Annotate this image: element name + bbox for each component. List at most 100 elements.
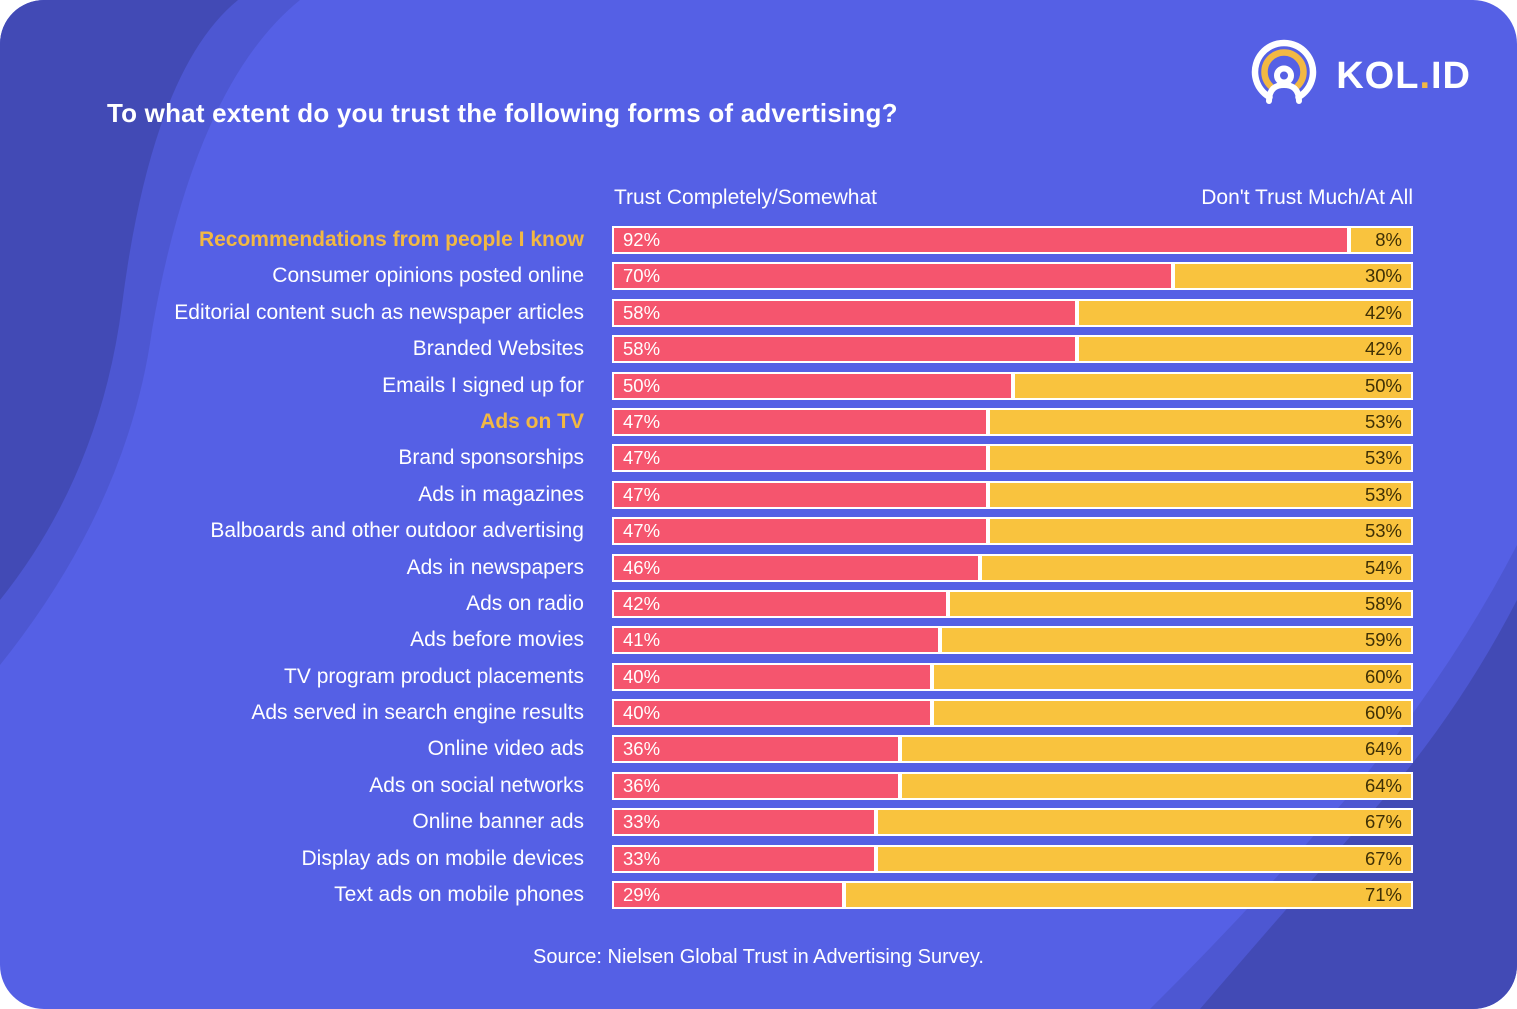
- chart-row: Recommendations from people I know 92% 8%: [0, 226, 1413, 254]
- trust-value-label: 36%: [623, 774, 661, 796]
- trust-value-label: 40%: [623, 665, 661, 687]
- trust-value-label: 46%: [623, 556, 661, 578]
- distrust-value-label: 64%: [1364, 774, 1402, 796]
- broadcast-person-icon: [1251, 39, 1317, 104]
- distrust-value-label: 53%: [1364, 483, 1402, 505]
- trust-bar-segment: 29%: [612, 881, 845, 910]
- chart-row: Ads in magazines 47% 53%: [0, 480, 1413, 509]
- distrust-bar-segment: 53%: [988, 517, 1413, 546]
- brand-secondary: ID: [1431, 54, 1471, 97]
- trust-value-label: 50%: [623, 374, 661, 396]
- distrust-value-label: 71%: [1364, 884, 1402, 906]
- distrust-value-label: 67%: [1364, 847, 1402, 869]
- brand-primary: KOL: [1336, 54, 1420, 97]
- trust-value-label: 33%: [623, 811, 661, 833]
- trust-column-header: Trust Completely/Somewhat: [614, 186, 877, 209]
- chart-row: Brand sponsorships 47% 53%: [0, 444, 1413, 473]
- distrust-bar-segment: 50%: [1012, 371, 1413, 400]
- distrust-bar-segment: 30%: [1172, 262, 1413, 291]
- trust-bar-segment: 40%: [612, 699, 933, 728]
- distrust-value-label: 58%: [1364, 592, 1402, 614]
- distrust-column-header: Don't Trust Much/At All: [1201, 186, 1413, 209]
- trust-bar-segment: 47%: [612, 407, 989, 436]
- distrust-value-label: 50%: [1364, 374, 1402, 396]
- distrust-value-label: 54%: [1364, 556, 1402, 578]
- row-category-label: Online video ads: [427, 737, 584, 761]
- trust-value-label: 58%: [623, 338, 661, 360]
- distrust-bar-segment: 71%: [844, 881, 1413, 910]
- chart-row: Display ads on mobile devices 33% 67%: [0, 844, 1413, 873]
- stacked-bar: 33% 67%: [612, 844, 1413, 873]
- row-category-label: Branded Websites: [412, 337, 584, 361]
- stacked-bar: 40% 60%: [612, 662, 1413, 691]
- row-category-label: Recommendations from people I know: [198, 228, 584, 251]
- distrust-bar-segment: 64%: [900, 771, 1413, 800]
- stacked-bar: 58% 42%: [612, 335, 1413, 364]
- chart-row: Ads on TV 47% 53%: [0, 407, 1413, 436]
- trust-bar-segment: 70%: [612, 262, 1173, 291]
- stacked-bar: 58% 42%: [612, 298, 1413, 327]
- distrust-bar-segment: 42%: [1076, 335, 1413, 364]
- row-category-label: Ads served in search engine results: [251, 701, 584, 725]
- stacked-bar: 40% 60%: [612, 699, 1413, 728]
- chart-row: Balboards and other outdoor advertising 4…: [0, 517, 1413, 546]
- row-category-label: Text ads on mobile phones: [334, 883, 584, 907]
- stacked-bar: 47% 53%: [612, 444, 1413, 473]
- trust-bar-segment: 36%: [612, 771, 901, 800]
- column-headers: Trust Completely/Somewhat Don't Trust Mu…: [0, 186, 1517, 212]
- stacked-bar: 47% 53%: [612, 407, 1413, 436]
- chart-row: Ads served in search engine results 40% 60…: [0, 699, 1413, 728]
- trust-bar-segment: 40%: [612, 662, 933, 691]
- distrust-value-label: 42%: [1364, 338, 1402, 360]
- row-category-label: Ads before movies: [410, 628, 584, 652]
- distrust-bar-segment: 54%: [980, 553, 1413, 582]
- distrust-bar-segment: 64%: [900, 735, 1413, 764]
- stacked-bar: 29% 71%: [612, 881, 1413, 910]
- distrust-bar-segment: 42%: [1076, 298, 1413, 327]
- trust-value-label: 41%: [623, 629, 661, 651]
- chart-row: Editorial content such as newspaper arti…: [0, 298, 1413, 327]
- row-category-label: Ads on radio: [466, 591, 584, 615]
- bottom-right-diagonal-shape: [1200, 600, 1517, 1009]
- brand-dot: .: [1419, 54, 1431, 97]
- trust-value-label: 70%: [623, 265, 661, 287]
- distrust-bar-segment: 60%: [932, 699, 1413, 728]
- stacked-bar: 92% 8%: [612, 226, 1413, 254]
- row-category-label: Brand sponsorships: [398, 446, 584, 470]
- distrust-value-label: 59%: [1364, 629, 1402, 651]
- stacked-bar: 41% 59%: [612, 626, 1413, 655]
- trust-bar-segment: 92%: [612, 226, 1349, 254]
- distrust-bar-segment: 53%: [988, 444, 1413, 473]
- chart-title: To what extent do you trust the followin…: [107, 98, 898, 128]
- trust-bar-segment: 50%: [612, 371, 1013, 400]
- source-note: Source: Nielsen Global Trust in Advertis…: [533, 946, 984, 968]
- distrust-bar-segment: 8%: [1348, 226, 1413, 254]
- distrust-bar-segment: 67%: [876, 808, 1413, 837]
- brand-logo: KOL.ID: [1246, 38, 1471, 114]
- row-category-label: Display ads on mobile devices: [301, 846, 584, 870]
- distrust-bar-segment: 58%: [948, 589, 1413, 618]
- distrust-bar-segment: 67%: [876, 844, 1413, 873]
- row-category-label: Consumer opinions posted online: [272, 264, 584, 288]
- chart-row: TV program product placements 40% 60%: [0, 662, 1413, 691]
- distrust-value-label: 42%: [1364, 301, 1402, 323]
- distrust-value-label: 60%: [1364, 665, 1402, 687]
- distrust-value-label: 53%: [1364, 410, 1402, 432]
- trust-bar-segment: 47%: [612, 444, 989, 473]
- trust-bar-segment: 47%: [612, 480, 989, 509]
- trust-value-label: 42%: [623, 592, 661, 614]
- stacked-bar: 47% 53%: [612, 480, 1413, 509]
- chart-row: Consumer opinions posted online 70% 30%: [0, 262, 1413, 291]
- stacked-bar: 50% 50%: [612, 371, 1413, 400]
- distrust-value-label: 60%: [1364, 702, 1402, 724]
- trust-bar-segment: 41%: [612, 626, 941, 655]
- trust-value-label: 36%: [623, 738, 661, 760]
- trust-value-label: 33%: [623, 847, 661, 869]
- row-category-label: Ads in newspapers: [406, 555, 584, 579]
- row-category-label: Ads in magazines: [418, 482, 584, 506]
- distrust-bar-segment: 59%: [940, 626, 1413, 655]
- top-left-diagonal-shape: [0, 0, 238, 600]
- row-category-label: Balboards and other outdoor advertising: [210, 519, 584, 543]
